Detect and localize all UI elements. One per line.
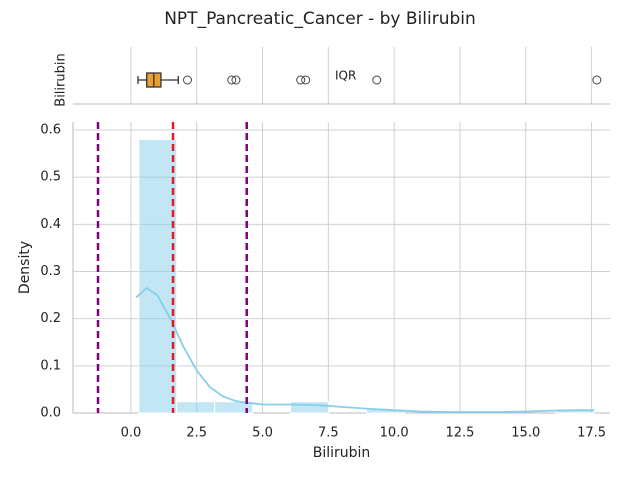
x-tick-label: 2.5: [186, 426, 207, 441]
y-tick-label: 0.5: [40, 170, 61, 185]
x-tick-label: 15.0: [511, 426, 540, 441]
x-tick-label: 5.0: [252, 426, 273, 441]
outlier: [227, 75, 237, 85]
y-axis-label: Bilirubin: [54, 53, 69, 106]
kde-line: [135, 286, 595, 413]
bar: [290, 401, 330, 414]
outlier: [183, 75, 193, 85]
y-tick-label: 0.6: [40, 123, 61, 138]
y-axis-label: Density: [17, 241, 33, 294]
y-tick-label: 0.3: [40, 264, 61, 279]
chart-title: NPT_Pancreatic_Cancer - by Bilirubin: [164, 9, 476, 29]
x-tick-label: 17.5: [577, 426, 606, 441]
bar: [214, 401, 254, 414]
x-tick-label: 10.0: [380, 426, 409, 441]
outlier: [301, 75, 311, 85]
y-tick-label: 0.2: [40, 311, 61, 326]
outlier: [592, 75, 602, 85]
y-tick-label: 0.4: [40, 217, 61, 232]
bar: [176, 401, 216, 414]
bar: [138, 138, 178, 414]
outlier: [231, 75, 241, 85]
x-axis-label: Bilirubin: [313, 445, 371, 461]
y-tick-label: 0.0: [40, 406, 61, 421]
outlier: [296, 75, 306, 85]
outlier: [372, 75, 382, 85]
y-tick-label: 0.1: [40, 358, 61, 373]
x-tick-label: 7.5: [318, 426, 339, 441]
x-tick-label: 0.0: [121, 426, 142, 441]
x-tick-label: 12.5: [445, 426, 474, 441]
annotation: IQR: [335, 69, 356, 83]
